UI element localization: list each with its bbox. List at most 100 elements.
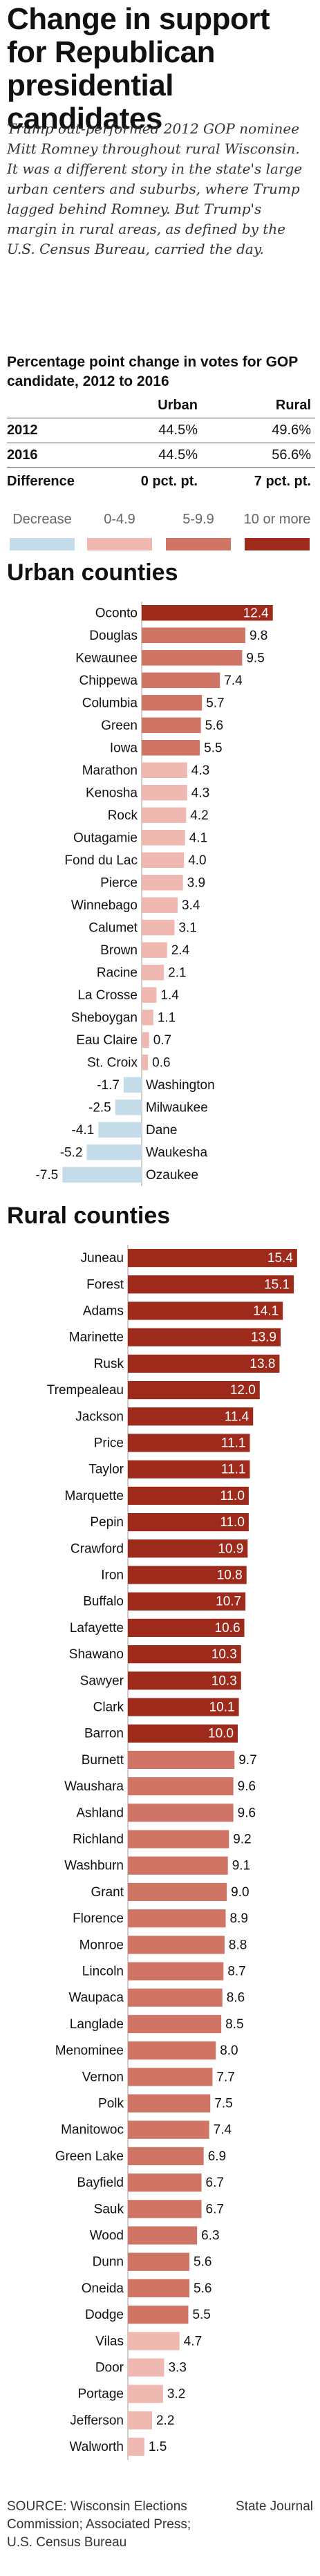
county-label: Sauk (94, 2202, 124, 2216)
bar (128, 2014, 222, 2033)
value-label: -5.2 (60, 1145, 83, 1160)
bar (128, 1777, 234, 1796)
bar (142, 740, 200, 756)
bar (128, 1724, 238, 1743)
bar (128, 2068, 213, 2086)
county-label: Iowa (110, 741, 138, 755)
bar (128, 1750, 235, 1769)
value-label: 4.0 (188, 853, 206, 868)
value-label: 5.5 (192, 2308, 210, 2322)
value-label: 4.1 (189, 831, 207, 845)
value-label: 6.3 (201, 2229, 219, 2243)
county-label: Clark (93, 1701, 124, 1715)
bar (128, 1381, 260, 1400)
value-label: 9.6 (238, 1779, 256, 1794)
bar (128, 1645, 241, 1664)
county-label: St. Croix (87, 1055, 138, 1070)
county-label: Vilas (95, 2334, 124, 2348)
bar (128, 2041, 216, 2060)
bar (128, 2252, 190, 2271)
value-label: 8.9 (230, 1911, 248, 1926)
value-label: 7.7 (216, 2070, 234, 2084)
bar (128, 1249, 297, 1268)
value-label: 6.7 (206, 2202, 224, 2216)
county-label: Marinette (69, 1331, 124, 1345)
county-label: Wood (90, 2229, 124, 2243)
bar (128, 2094, 211, 2113)
bar (128, 2147, 204, 2165)
table-row: 2012 44.5% 49.6% (7, 420, 315, 440)
county-label: Manitowoc (61, 2123, 124, 2138)
bar (128, 2174, 202, 2192)
value-label: 10.1 (209, 1701, 235, 1715)
county-label: Pierce (100, 875, 138, 890)
county-label: La Crosse (77, 988, 138, 1003)
bar (128, 1671, 241, 1690)
value-label: 9.5 (246, 651, 264, 665)
county-label: Trempealeau (47, 1383, 124, 1398)
value-label: 1.5 (149, 2440, 167, 2454)
value-label: 11.4 (225, 1409, 250, 1424)
value-label: 3.3 (168, 2361, 186, 2375)
bar (128, 1936, 225, 1954)
legend-swatch (245, 538, 310, 550)
legend-label: 0-4.9 (104, 512, 135, 527)
bar (142, 672, 220, 688)
value-label: 5.7 (206, 696, 224, 710)
bar (128, 1539, 248, 1558)
county-label: Kewaunee (75, 651, 138, 665)
bar (128, 1618, 245, 1637)
county-label: Lafayette (70, 1621, 124, 1636)
bar (128, 1407, 254, 1426)
value-label: 7.5 (214, 2097, 232, 2111)
bar (128, 1301, 283, 1320)
value-label: 7.4 (214, 2123, 232, 2138)
value-label: 8.8 (229, 1938, 247, 1952)
bar (128, 2384, 163, 2403)
county-label: Ashland (76, 1806, 124, 1820)
county-label: Green Lake (55, 2149, 124, 2164)
legend-label: Decrease (12, 512, 72, 527)
county-label: Burnett (82, 1753, 124, 1768)
value-label: 15.1 (264, 1277, 290, 1292)
county-label: Langlade (70, 2017, 124, 2032)
table-row: 2016 44.5% 56.6% (7, 445, 315, 465)
county-label: Dodge (85, 2308, 124, 2322)
county-label: Walworth (70, 2440, 124, 2454)
county-label: Marquette (64, 1489, 124, 1503)
legend-swatch (87, 538, 152, 550)
county-label: Waukesha (146, 1145, 207, 1160)
bar (128, 1328, 281, 1346)
value-label: 9.6 (238, 1806, 256, 1820)
bar (142, 785, 187, 801)
bar (128, 1882, 227, 1901)
county-label: Polk (98, 2097, 124, 2111)
value-label: 8.5 (225, 2017, 243, 2032)
county-label: Forest (86, 1277, 124, 1292)
county-label: Columbia (82, 696, 138, 710)
bar (128, 1804, 234, 1822)
value-label: 10.3 (211, 1674, 237, 1688)
source-note: SOURCE: Wisconsin Elections Commission; … (7, 2499, 191, 2550)
bar (128, 1460, 250, 1479)
value-label: 5.5 (204, 741, 222, 755)
county-label: Racine (97, 965, 138, 980)
bar (115, 1100, 142, 1115)
legend: Decrease 0-4.9 5-9.9 10 or more (0, 510, 320, 559)
bar (128, 2438, 144, 2456)
county-label: Pepin (90, 1515, 124, 1530)
rural-value: 49.6% (272, 423, 311, 438)
county-label: Menominee (55, 2044, 124, 2058)
table-title: Percentage point change in votes for GOP… (7, 354, 298, 389)
value-label: 2.4 (171, 943, 190, 958)
value-label: 8.6 (227, 1991, 245, 2005)
bar (128, 2200, 202, 2218)
value-label: 11.0 (220, 1515, 245, 1530)
county-label: Outagamie (73, 831, 138, 845)
county-label: Portage (77, 2387, 124, 2402)
value-label: 10.8 (217, 1568, 243, 1583)
bar (128, 1486, 249, 1505)
col-rural-header: Rural (275, 398, 311, 413)
county-label: Rusk (94, 1357, 124, 1371)
value-label: 3.4 (182, 898, 200, 913)
